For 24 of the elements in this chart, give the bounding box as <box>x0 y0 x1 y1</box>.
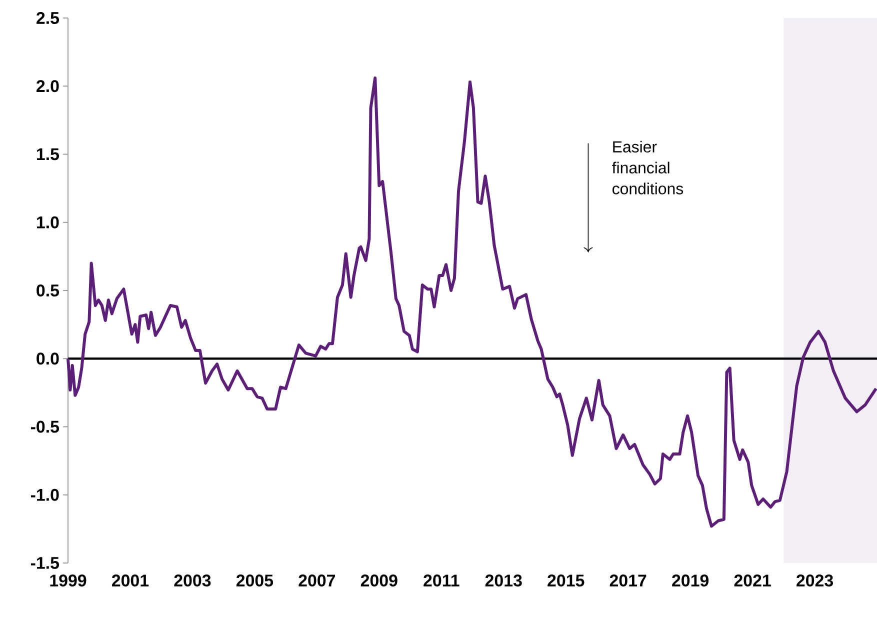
x-tick-label: 2017 <box>610 574 646 587</box>
y-tick-label: -1.0 <box>30 488 59 501</box>
x-tick-label: 2007 <box>298 574 336 587</box>
x-tick-label: 2015 <box>548 574 584 587</box>
y-tick-label: -1.5 <box>30 557 60 569</box>
y-tick-label: -0.5 <box>30 420 60 433</box>
x-tick-label: 2011 <box>424 574 460 587</box>
y-tick-label: 2.5 <box>36 12 60 24</box>
x-tick-label: 2023 <box>796 574 833 587</box>
x-tick-label: 2003 <box>174 574 211 587</box>
y-tick-label: 0.5 <box>36 284 60 296</box>
x-tick-label: 2009 <box>360 574 398 587</box>
y-tick-label: 2.0 <box>36 80 59 92</box>
y-tick-label: 1.0 <box>37 216 59 228</box>
y-tick-label: 1.5 <box>37 148 60 160</box>
line-series <box>66 76 877 528</box>
y-tick-label: 0.0 <box>36 352 59 365</box>
x-tick-label: 2019 <box>672 574 709 587</box>
x-tick-label: 2021 <box>734 574 771 587</box>
annotation: Easier financial conditions <box>612 140 684 194</box>
x-tick-label: 2005 <box>236 574 274 587</box>
x-tick-label: 2013 <box>485 574 522 587</box>
x-tick-label: 2001 <box>112 574 149 587</box>
x-tick-label: 1999 <box>50 574 86 587</box>
